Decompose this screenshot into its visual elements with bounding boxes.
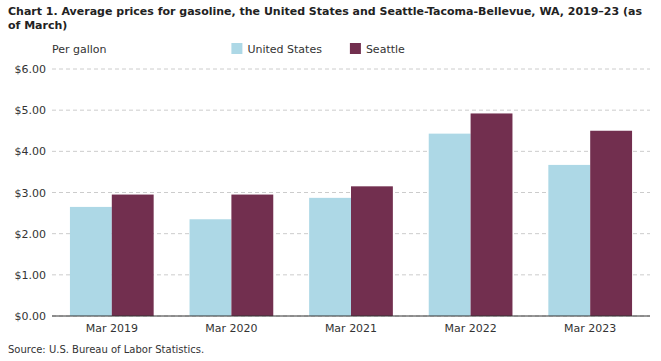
title: Chart 1. Average prices for gasoline, th…	[8, 5, 646, 32]
grid-line	[52, 151, 650, 152]
y-tick-label: $0.00	[15, 310, 47, 323]
chart-svg: Chart 1. Average prices for gasoline, th…	[0, 0, 661, 361]
y-tick-label: $2.00	[15, 228, 47, 241]
y-tick-label: $5.00	[15, 104, 47, 117]
bar	[471, 113, 513, 316]
x-axis-line	[52, 316, 650, 317]
x-tick-label: Mar 2022	[444, 322, 496, 335]
bar	[548, 165, 590, 316]
legend-label: United States	[247, 43, 322, 56]
bar	[190, 219, 232, 316]
bar	[70, 207, 112, 316]
bar	[231, 195, 273, 316]
x-tick-label: Mar 2019	[86, 322, 138, 335]
background	[0, 0, 661, 361]
legend: United States Seattle	[231, 43, 405, 56]
grid-line	[52, 316, 650, 317]
y-tick-label: $3.00	[15, 187, 47, 200]
y-tick-label: $4.00	[15, 145, 47, 158]
grid-line	[52, 110, 650, 111]
bar	[351, 186, 393, 316]
legend-swatch	[231, 43, 242, 54]
grid-line	[52, 69, 650, 70]
legend-label: Seattle	[366, 43, 405, 56]
y-tick-label: $1.00	[15, 269, 47, 282]
bar	[309, 198, 351, 316]
legend-swatch	[350, 43, 361, 54]
source: Source: U.S. Bureau of Labor Statistics.	[8, 344, 204, 355]
x-tick-label: Mar 2021	[325, 322, 377, 335]
bars	[70, 113, 632, 316]
title-line: of March)	[8, 19, 67, 32]
bar	[112, 195, 154, 316]
bar	[429, 134, 471, 316]
bar	[590, 131, 632, 316]
x-tick-label: Mar 2020	[205, 322, 257, 335]
x-tick-label: Mar 2023	[564, 322, 616, 335]
title-line: Chart 1. Average prices for gasoline, th…	[8, 5, 646, 18]
y-axis-label: Per gallon	[52, 43, 107, 56]
y-tick-label: $6.00	[15, 63, 47, 76]
